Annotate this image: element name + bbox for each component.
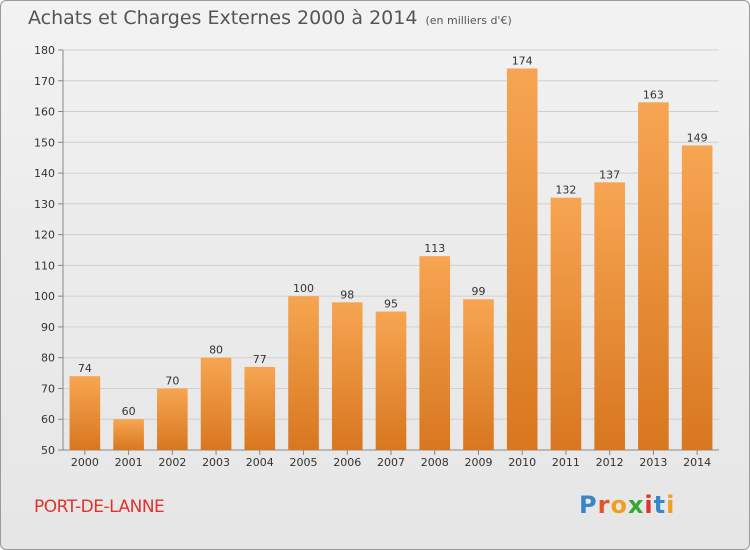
data-label: 74 xyxy=(78,362,92,375)
logo-letter: x xyxy=(627,491,645,519)
data-label: 77 xyxy=(253,353,267,366)
y-tick-label: 70 xyxy=(41,382,55,395)
y-tick-label: 110 xyxy=(34,259,55,272)
y-tick-label: 130 xyxy=(34,198,55,211)
bar xyxy=(200,357,232,450)
logo-letter: r xyxy=(597,491,611,519)
bar xyxy=(375,311,407,450)
data-label: 60 xyxy=(122,405,136,418)
x-tick-label: 2010 xyxy=(508,456,536,469)
logo-letter: t xyxy=(653,491,667,519)
bar xyxy=(113,419,144,450)
x-tick-label: 2001 xyxy=(115,456,143,469)
chart-unit: (en milliers d'€) xyxy=(425,14,512,27)
data-label: 132 xyxy=(555,184,576,197)
x-tick-label: 2014 xyxy=(683,456,711,469)
labels: 74 60 70 80 77 100 98 95 113 99 174 132 137 163 149 xyxy=(78,54,708,418)
y-tick-label: 180 xyxy=(34,44,55,57)
data-label: 163 xyxy=(643,88,664,101)
x-tick-label: 2011 xyxy=(552,456,580,469)
chart-title: Achats et Charges Externes 2000 à 2014 (e… xyxy=(28,7,512,29)
data-label: 98 xyxy=(340,288,354,301)
x-tick-label: 2000 xyxy=(71,456,99,469)
y-tick-label: 50 xyxy=(41,444,55,457)
x-tick-label: 2003 xyxy=(202,456,230,469)
bar xyxy=(69,376,101,450)
commune-name: PORT-DE-LANNE xyxy=(34,497,165,517)
data-label: 100 xyxy=(293,282,314,295)
x-tick-label: 2004 xyxy=(246,456,274,469)
data-label: 80 xyxy=(209,344,223,357)
bar xyxy=(594,182,625,451)
bar xyxy=(288,296,319,450)
y-tick-label: 160 xyxy=(34,106,55,119)
logo-letter: o xyxy=(610,491,628,519)
x-tick-label: 2013 xyxy=(639,456,667,469)
bar xyxy=(419,256,451,450)
x-tick-label: 2012 xyxy=(596,456,624,469)
data-label: 70 xyxy=(165,374,179,387)
y-tick-label: 100 xyxy=(34,290,55,303)
bar xyxy=(331,302,363,450)
data-label: 149 xyxy=(687,131,708,144)
y-tick-label: 150 xyxy=(34,136,55,149)
y-tick-label: 90 xyxy=(41,321,55,334)
bars xyxy=(69,68,713,451)
data-label: 174 xyxy=(512,54,533,67)
y-tick-label: 140 xyxy=(34,167,55,180)
y-tick-label: 80 xyxy=(41,352,55,365)
bar xyxy=(506,68,538,450)
bar xyxy=(244,366,276,450)
data-label: 137 xyxy=(599,168,620,181)
logo-letter: i xyxy=(666,491,676,519)
bar xyxy=(550,197,582,450)
bar xyxy=(157,388,188,450)
data-label: 113 xyxy=(424,242,445,255)
x-tick-label: 2005 xyxy=(290,456,318,469)
chart-title-text: Achats et Charges Externes 2000 à 2014 xyxy=(28,7,418,29)
data-label: 99 xyxy=(471,285,485,298)
data-label: 95 xyxy=(384,298,398,311)
logo-letter: P xyxy=(579,491,598,519)
bar xyxy=(681,145,713,450)
y-tick-label: 170 xyxy=(34,75,55,88)
x-tick-label: 2009 xyxy=(464,456,492,469)
y-tick-label: 60 xyxy=(41,413,55,426)
bar xyxy=(638,102,669,451)
x-tick-label: 2006 xyxy=(333,456,361,469)
x-tick-label: 2007 xyxy=(377,456,405,469)
x-tick-label: 2002 xyxy=(158,456,186,469)
logo-letter: i xyxy=(644,491,654,519)
x-tick-label: 2008 xyxy=(421,456,449,469)
proxiti-logo[interactable]: Proxiti xyxy=(579,491,675,519)
bar xyxy=(463,299,494,450)
y-tick-label: 120 xyxy=(34,229,55,242)
